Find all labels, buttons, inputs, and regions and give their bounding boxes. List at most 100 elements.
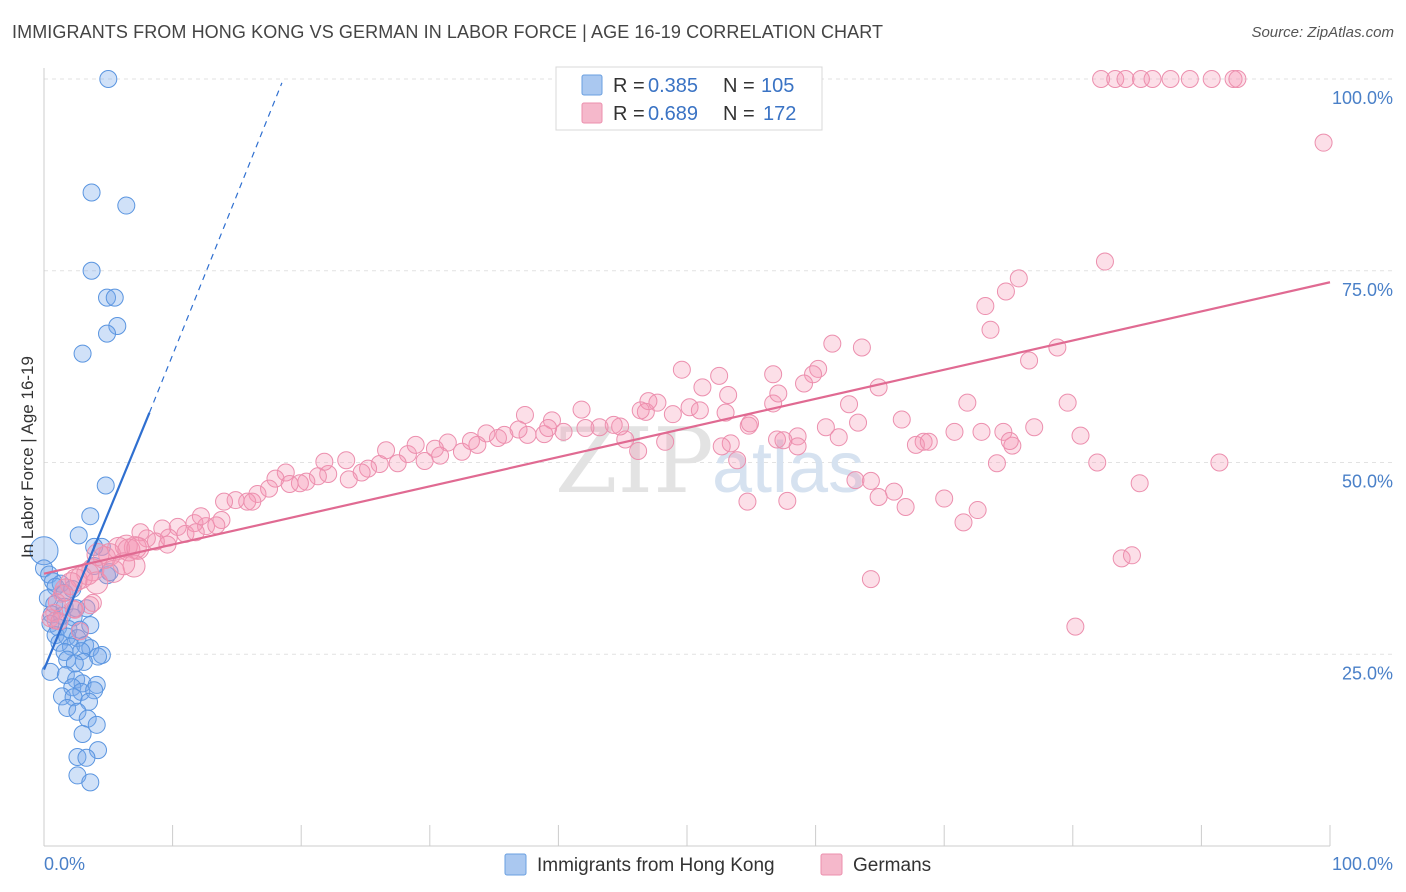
germans-point-30 — [716, 403, 735, 422]
germans-point-114 — [238, 492, 257, 511]
germans-point-160 — [604, 415, 623, 434]
legend: R = 0.385 N = 105 R = 0.689 N = 172 — [555, 66, 823, 131]
germans-point-80 — [590, 418, 609, 437]
y-tick-label-2: 50.0% — [1342, 472, 1393, 492]
germans-point-117 — [212, 511, 231, 530]
hong-kong-point-59 — [73, 725, 92, 744]
germans-point-55 — [1000, 432, 1019, 451]
germans-point-37 — [849, 413, 868, 432]
germans-point-64 — [846, 471, 865, 490]
hong-kong-point-42 — [74, 652, 93, 671]
germans-point-6 — [1180, 70, 1199, 88]
germans-point-155 — [461, 432, 480, 451]
hong-kong-point-9 — [29, 536, 59, 566]
germans-point-5 — [1161, 70, 1180, 88]
germans-point-36 — [840, 395, 859, 414]
bottom-legend: Immigrants from Hong Kong Germans — [504, 853, 931, 876]
bottom-legend-label-hong-kong: Immigrants from Hong Kong — [537, 855, 775, 876]
germans-point-123 — [153, 519, 172, 538]
germans-point-112 — [260, 479, 279, 498]
germans-point-2 — [1116, 70, 1135, 88]
germans-point-149 — [280, 474, 299, 493]
germans-point-118 — [197, 517, 216, 536]
germans-point-65 — [869, 488, 888, 507]
y-axis-label: In Labor Force | Age 16-19 — [18, 356, 37, 558]
legend-n-label-1: N = — [723, 103, 755, 125]
legend-r-label-0: R = — [613, 75, 645, 97]
legend-n-label-0: N = — [723, 75, 755, 97]
germans-point-8 — [1224, 70, 1243, 88]
series-hong-kong-points — [29, 70, 136, 792]
germans-point-13 — [996, 282, 1015, 301]
germans-point-88 — [554, 422, 573, 441]
germans-point-58 — [954, 513, 973, 532]
germans-point-50 — [1112, 549, 1131, 568]
chart-title: IMMIGRANTS FROM HONG KONG VS GERMAN IN L… — [12, 22, 884, 42]
germans-point-153 — [406, 435, 425, 454]
germans-point-9 — [1228, 70, 1247, 88]
y-tick-label-3: 25.0% — [1342, 663, 1393, 683]
trend-line-hong-kong-extension — [148, 82, 283, 413]
axes — [43, 68, 1331, 847]
germans-point-73 — [741, 414, 760, 433]
germans-point-139 — [53, 584, 72, 603]
trend-lines — [42, 82, 1331, 671]
y-tick-label-0: 100.0% — [1332, 88, 1393, 108]
germans-point-18 — [823, 334, 842, 353]
germans-point-109 — [290, 474, 309, 493]
x-tick-label-max: 100.0% — [1332, 854, 1393, 874]
trend-line-germans — [43, 281, 1331, 575]
legend-n-value-0: 105 — [761, 75, 794, 97]
germans-point-33 — [788, 427, 807, 446]
y-tick-label-1: 75.0% — [1342, 280, 1393, 300]
germans-point-45 — [1003, 436, 1022, 455]
germans-point-163 — [186, 523, 205, 542]
germans-point-105 — [339, 470, 358, 489]
germans-point-56 — [987, 454, 1006, 473]
germans-point-144 — [83, 593, 102, 612]
germans-point-75 — [663, 405, 682, 424]
hong-kong-point-69 — [69, 526, 88, 545]
watermark-zip: ZIP — [555, 409, 714, 514]
germans-point-53 — [1130, 474, 1149, 493]
germans-point-16 — [1048, 338, 1067, 357]
hong-kong-point-1 — [82, 183, 101, 202]
germans-point-24 — [769, 384, 788, 403]
germans-point-116 — [215, 492, 234, 511]
germans-point-83 — [639, 392, 658, 411]
germans-point-128 — [114, 534, 138, 558]
germans-point-14 — [976, 297, 995, 316]
germans-point-57 — [968, 501, 987, 520]
germans-point-4 — [1143, 70, 1162, 88]
germans-point-59 — [935, 489, 954, 508]
hong-kong-point-29 — [81, 616, 100, 635]
germans-point-28 — [672, 360, 691, 379]
germans-point-147 — [207, 516, 226, 535]
hong-kong-point-40 — [89, 647, 108, 666]
germans-point-52 — [1066, 617, 1085, 636]
germans-point-101 — [388, 454, 407, 473]
hong-kong-point-62 — [77, 748, 96, 767]
germans-point-78 — [629, 441, 648, 460]
germans-point-148 — [243, 492, 262, 511]
germans-point-1 — [1106, 70, 1125, 88]
germans-point-46 — [1025, 418, 1044, 437]
hong-kong-point-2 — [117, 196, 136, 215]
hong-kong-point-49 — [63, 678, 82, 697]
germans-point-171 — [81, 596, 100, 615]
germans-point-159 — [572, 400, 591, 419]
germans-point-54 — [1210, 453, 1229, 472]
germans-point-49 — [1088, 453, 1107, 472]
hong-kong-point-55 — [58, 698, 77, 717]
germans-point-38 — [869, 378, 888, 397]
germans-point-23 — [795, 374, 814, 393]
germans-point-99 — [415, 451, 434, 470]
germans-point-25 — [764, 365, 783, 384]
germans-point-63 — [861, 471, 880, 490]
germans-point-48 — [1071, 426, 1090, 445]
germans-point-157 — [515, 405, 534, 424]
germans-point-42 — [958, 393, 977, 412]
bottom-legend-swatch-germans — [820, 853, 843, 876]
watermark: ZIP atlas — [555, 409, 864, 514]
germans-point-161 — [631, 401, 650, 420]
